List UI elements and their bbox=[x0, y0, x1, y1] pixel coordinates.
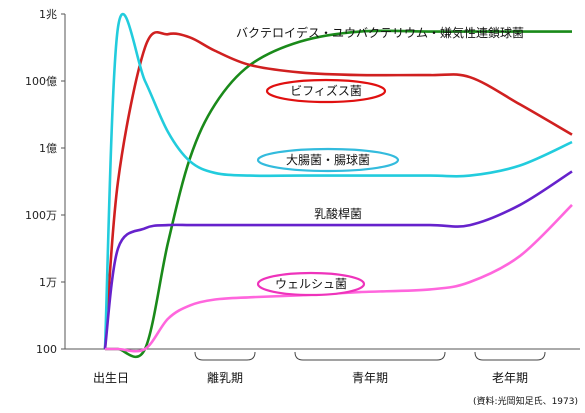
series-label: バクテロイデス・ユウバクテリウム・嫌気性連鎖球菌 bbox=[236, 25, 524, 40]
stage-bracket bbox=[294, 351, 446, 361]
y-tick-label: 1兆 bbox=[39, 8, 57, 21]
label-circle bbox=[256, 271, 366, 297]
stage-label: 青年期 bbox=[352, 371, 388, 385]
label-circle bbox=[265, 78, 387, 104]
series-label: ウェルシュ菌 bbox=[275, 277, 347, 291]
stage-label: 出生日 bbox=[93, 371, 129, 385]
label-circle bbox=[256, 147, 400, 173]
source-note: (資料:光岡知足氏、1973) bbox=[473, 395, 578, 407]
y-tick-label: 100億 bbox=[25, 75, 57, 88]
stage-label: 老年期 bbox=[492, 371, 528, 385]
y-tick-label: 100 bbox=[36, 343, 57, 356]
stage-label: 離乳期 bbox=[207, 371, 243, 385]
series-label: ビフィズス菌 bbox=[290, 83, 362, 98]
series-line bbox=[105, 203, 573, 353]
series-label: 大腸菌・腸球菌 bbox=[286, 153, 370, 167]
series-line bbox=[103, 12, 573, 350]
stage-bracket bbox=[474, 351, 546, 361]
series-label: 乳酸桿菌 bbox=[314, 206, 362, 221]
y-tick-label: 100万 bbox=[25, 209, 57, 222]
y-tick-label: 1億 bbox=[39, 142, 57, 155]
y-tick-label: 1万 bbox=[39, 276, 57, 289]
stage-bracket bbox=[194, 351, 256, 361]
series-line bbox=[103, 170, 573, 350]
series-line bbox=[103, 30, 573, 350]
